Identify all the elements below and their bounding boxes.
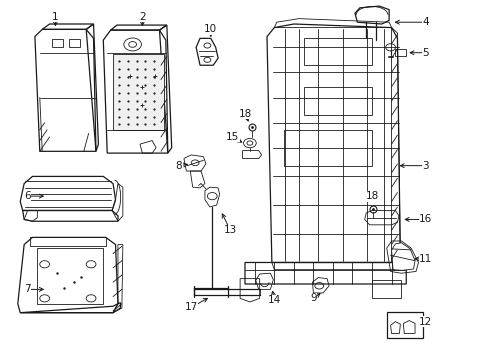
Text: 1: 1 [52, 12, 59, 22]
Text: 16: 16 [419, 215, 432, 224]
Text: 5: 5 [422, 48, 429, 58]
Polygon shape [113, 54, 164, 130]
Text: 15: 15 [226, 132, 240, 142]
Text: 10: 10 [204, 24, 218, 35]
Text: 13: 13 [224, 225, 237, 235]
Text: 8: 8 [176, 161, 182, 171]
Text: 7: 7 [24, 284, 31, 294]
Polygon shape [304, 87, 372, 116]
Text: 4: 4 [422, 17, 429, 27]
Bar [69, 40, 80, 47]
Bar [37, 248, 103, 304]
Polygon shape [392, 243, 415, 270]
Text: 12: 12 [419, 317, 432, 327]
Bar [52, 40, 63, 47]
Circle shape [191, 160, 199, 166]
Text: 14: 14 [268, 295, 281, 305]
Text: 9: 9 [310, 293, 317, 303]
Text: 17: 17 [185, 302, 198, 312]
Text: 11: 11 [419, 254, 432, 264]
Bar [387, 312, 423, 338]
Text: 18: 18 [366, 191, 379, 201]
Polygon shape [304, 39, 372, 65]
Text: 18: 18 [238, 109, 252, 119]
Text: 2: 2 [139, 12, 146, 22]
Text: 6: 6 [24, 191, 31, 201]
Polygon shape [284, 130, 372, 166]
Text: 3: 3 [422, 161, 429, 171]
